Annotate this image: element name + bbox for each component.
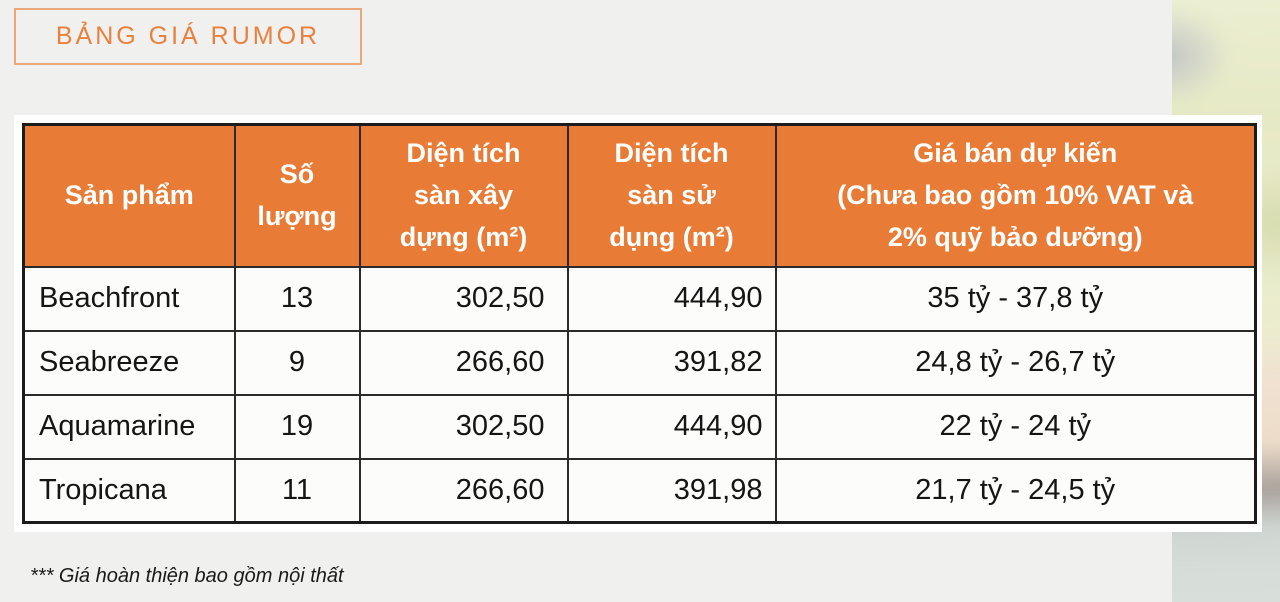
title-box: BẢNG GIÁ RUMOR: [14, 8, 362, 65]
cell-construction-area: 266,60: [358, 457, 569, 524]
cell-price: 22 tỷ - 24 tỷ: [774, 393, 1257, 460]
header-quantity: Số lượng: [233, 123, 361, 268]
cell-product: Seabreeze: [22, 329, 236, 396]
header-usable-area: Diện tích sàn sử dụng (m²): [566, 123, 777, 268]
price-table-card: Sản phẩm Số lượng Diện tích sàn xây dựng…: [14, 115, 1262, 532]
table-row: Beachfront 13 302,50 444,90 35 tỷ - 37,8…: [22, 265, 1257, 332]
cell-construction-area: 302,50: [358, 265, 569, 332]
header-construction-area: Diện tích sàn xây dựng (m²): [358, 123, 569, 268]
price-table: Sản phẩm Số lượng Diện tích sàn xây dựng…: [22, 123, 1257, 524]
cell-construction-area: 302,50: [358, 393, 569, 460]
footnote: *** Giá hoàn thiện bao gồm nội thất: [30, 565, 344, 587]
cell-usable-area: 444,90: [566, 393, 777, 460]
cell-quantity: 13: [233, 265, 361, 332]
cell-quantity: 11: [233, 457, 361, 524]
page-title: BẢNG GIÁ RUMOR: [55, 22, 321, 50]
cell-product: Tropicana: [22, 457, 236, 524]
cell-price: 35 tỷ - 37,8 tỷ: [774, 265, 1257, 332]
table-row: Tropicana 11 266,60 391,98 21,7 tỷ - 24,…: [22, 457, 1257, 524]
cell-price: 21,7 tỷ - 24,5 tỷ: [774, 457, 1257, 524]
cell-construction-area: 266,60: [358, 329, 569, 396]
header-price: Giá bán dự kiến (Chưa bao gồm 10% VAT và…: [774, 123, 1257, 268]
cell-product: Aquamarine: [22, 393, 236, 460]
cell-usable-area: 391,82: [566, 329, 777, 396]
table-header-row: Sản phẩm Số lượng Diện tích sàn xây dựng…: [22, 123, 1257, 268]
header-product: Sản phẩm: [22, 123, 236, 268]
cell-quantity: 19: [233, 393, 361, 460]
cell-price: 24,8 tỷ - 26,7 tỷ: [774, 329, 1257, 396]
cell-usable-area: 391,98: [566, 457, 777, 524]
cell-product: Beachfront: [22, 265, 236, 332]
table-row: Aquamarine 19 302,50 444,90 22 tỷ - 24 t…: [22, 393, 1257, 460]
cell-quantity: 9: [233, 329, 361, 396]
table-row: Seabreeze 9 266,60 391,82 24,8 tỷ - 26,7…: [22, 329, 1257, 396]
cell-usable-area: 444,90: [566, 265, 777, 332]
